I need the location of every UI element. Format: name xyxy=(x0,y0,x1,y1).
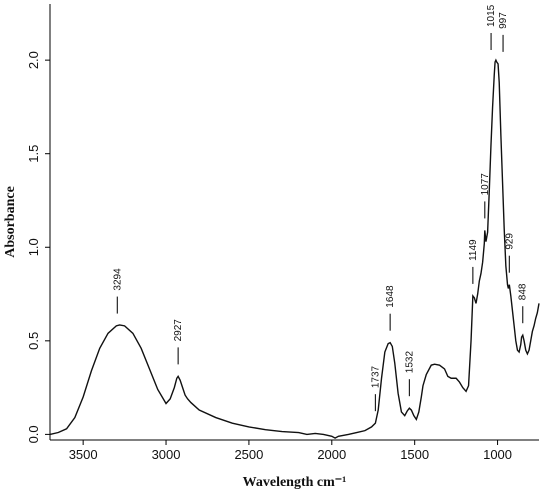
y-tick-label: 0.5 xyxy=(26,332,41,350)
y-tick-label: 1.0 xyxy=(26,238,41,256)
y-tick-label: 2.0 xyxy=(26,51,41,69)
peak-label: 1077 xyxy=(480,173,491,196)
peak-label: 1149 xyxy=(468,239,479,261)
peak-label: 2927 xyxy=(173,319,184,342)
peak-label: 848 xyxy=(518,283,529,300)
spectrum-line xyxy=(49,58,540,439)
x-tick-label: 2500 xyxy=(234,447,263,462)
x-axis-ticks: 3500 3000 2500 2000 1500 1000 xyxy=(69,440,512,462)
x-tick-label: 1000 xyxy=(483,447,512,462)
y-tick-label: 0.0 xyxy=(26,425,41,443)
x-tick-label: 3000 xyxy=(152,447,181,462)
peak-label: 1737 xyxy=(370,365,381,388)
y-tick-label: 1.5 xyxy=(26,145,41,163)
axes xyxy=(49,4,539,441)
peak-label: 1532 xyxy=(404,351,415,374)
peak-label: 3294 xyxy=(112,268,123,291)
peak-label: 997 xyxy=(498,12,509,29)
y-axis-title: Absorbance xyxy=(3,186,18,258)
peak-label: 1015 xyxy=(486,4,497,27)
peak-label: 1648 xyxy=(385,285,396,308)
y-axis-ticks: 0.0 0.5 1.0 1.5 2.0 xyxy=(26,51,50,443)
x-tick-label: 3500 xyxy=(69,447,98,462)
x-axis-title: Wavelength cm⁻¹ xyxy=(243,475,347,490)
peak-label: 929 xyxy=(504,233,515,250)
x-tick-label: 1500 xyxy=(400,447,429,462)
x-tick-label: 2000 xyxy=(317,447,346,462)
series-group xyxy=(49,58,540,439)
peak-annotations: 3294 2927 1737 1648 1532 1149 1077 1015 997 929 84… xyxy=(112,4,529,412)
